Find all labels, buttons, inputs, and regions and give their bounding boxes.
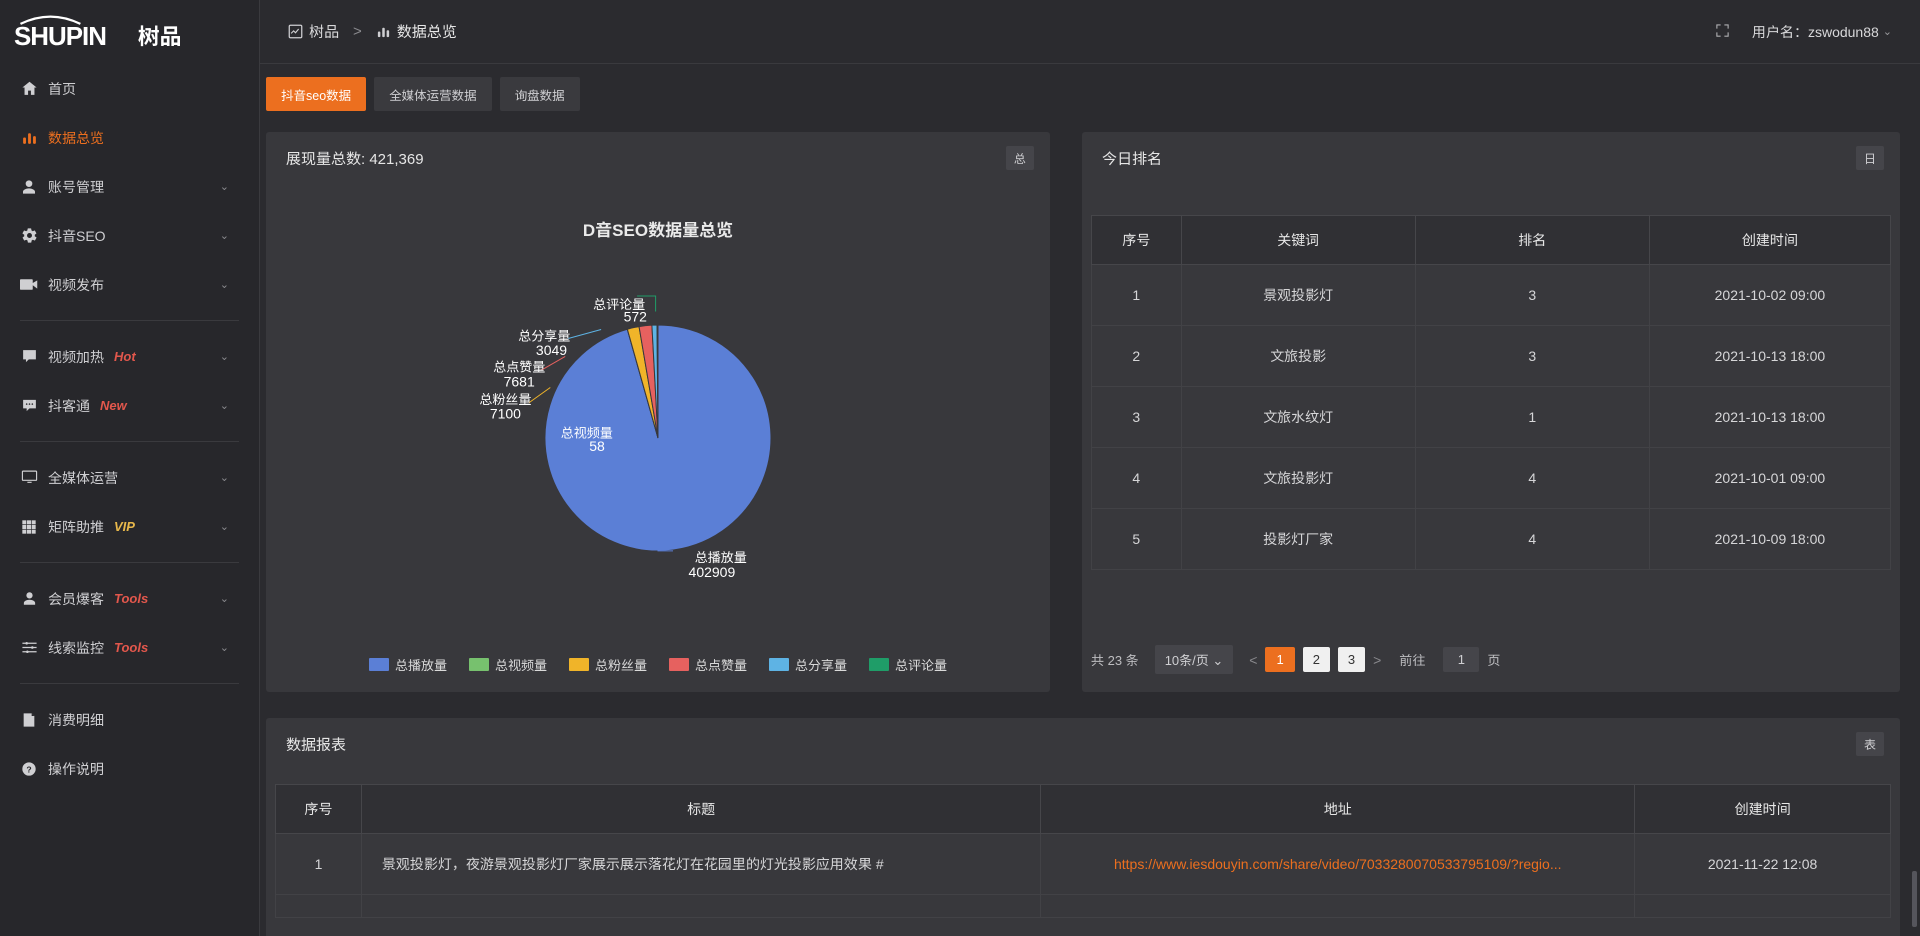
svg-text:总视频量: 总视频量 [561,425,613,440]
svg-text:3049: 3049 [536,342,567,358]
svg-text:58: 58 [589,438,605,454]
svg-text:?: ? [26,764,31,774]
svg-text:7681: 7681 [504,374,535,390]
svg-text:树品: 树品 [138,20,182,49]
svg-text:SHUPIN: SHUPIN [14,23,106,49]
svg-text:402909: 402909 [689,564,736,580]
svg-text:7100: 7100 [490,405,521,421]
svg-text:总播放量: 总播放量 [695,550,747,565]
svg-text:572: 572 [624,308,648,324]
svg-text:总点赞量: 总点赞量 [493,360,545,375]
